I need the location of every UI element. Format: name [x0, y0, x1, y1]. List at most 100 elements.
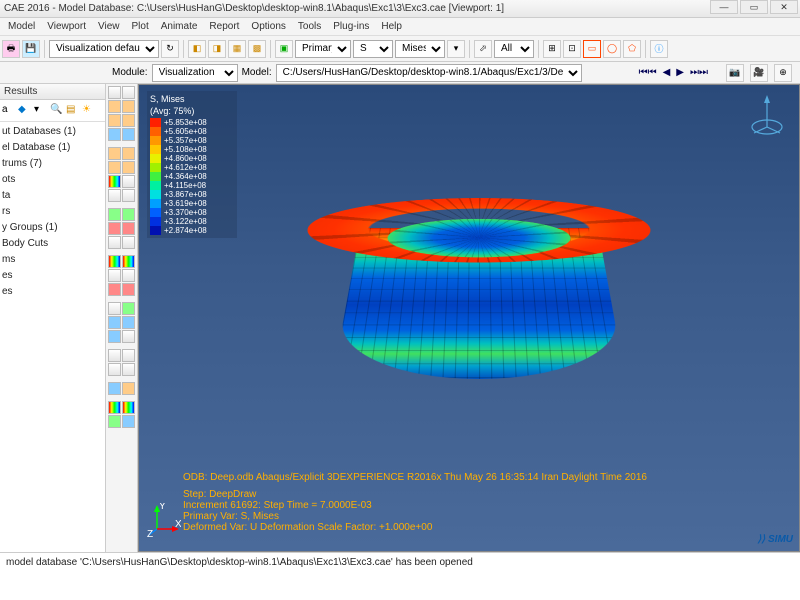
tool-icon[interactable] — [108, 363, 121, 376]
tool-icon[interactable] — [122, 114, 135, 127]
tool-icon[interactable] — [108, 283, 121, 296]
tool-icon[interactable] — [108, 269, 121, 282]
tool-icon[interactable] — [122, 86, 135, 99]
next-frame-icon[interactable]: ▶ — [676, 67, 684, 78]
display-icon[interactable]: ☀ — [82, 104, 96, 118]
filter-icon[interactable]: a — [2, 104, 16, 118]
tree-item[interactable]: Body Cuts — [2, 236, 103, 252]
tool-icon[interactable] — [108, 302, 121, 315]
tool-icon[interactable] — [108, 236, 121, 249]
tool-icon[interactable] — [108, 86, 121, 99]
tree-item[interactable]: ots — [2, 172, 103, 188]
tool-icon[interactable] — [108, 349, 121, 362]
last-frame-icon[interactable]: ⏭⏭ — [690, 67, 708, 78]
menu-plugins[interactable]: Plug-ins — [327, 21, 375, 32]
tool-icon[interactable] — [122, 382, 135, 395]
tree-item[interactable]: rs — [2, 204, 103, 220]
tool-icon[interactable] — [122, 147, 135, 160]
tool-icon[interactable] — [122, 363, 135, 376]
view1-icon[interactable]: ◧ — [188, 40, 206, 58]
tool-icon[interactable] — [122, 100, 135, 113]
info-icon[interactable]: ⓘ — [650, 40, 668, 58]
query-icon[interactable]: 🔍 — [50, 104, 64, 118]
tool-icon[interactable] — [108, 401, 121, 414]
tool-icon[interactable] — [108, 330, 121, 343]
tool-icon[interactable] — [122, 255, 135, 268]
menu-options[interactable]: Options — [245, 21, 291, 32]
tree-item[interactable]: ta — [2, 188, 103, 204]
tree-item[interactable]: trums (7) — [2, 156, 103, 172]
refresh-icon[interactable]: ↻ — [161, 40, 179, 58]
view2-icon[interactable]: ◨ — [208, 40, 226, 58]
menu-model[interactable]: Model — [2, 21, 41, 32]
primary-select[interactable]: Primary — [295, 40, 351, 58]
view3-icon[interactable]: ▦ — [228, 40, 246, 58]
box-icon[interactable]: ▭ — [583, 40, 601, 58]
tool-icon[interactable] — [122, 302, 135, 315]
cam2-icon[interactable]: 🎥 — [750, 64, 768, 82]
tool-icon[interactable] — [122, 189, 135, 202]
tool-icon[interactable] — [108, 147, 121, 160]
tool-icon[interactable] — [108, 175, 121, 188]
tool-icon[interactable] — [122, 222, 135, 235]
render-icon[interactable]: ▣ — [275, 40, 293, 58]
cam1-icon[interactable]: 📷 — [726, 64, 744, 82]
tree-item[interactable]: es — [2, 284, 103, 300]
tool-icon[interactable] — [108, 128, 121, 141]
sel2-icon[interactable]: ⊡ — [563, 40, 581, 58]
model-select[interactable]: C:/Users/HusHanG/Desktop/desktop-win8.1/… — [276, 64, 582, 82]
sel1-icon[interactable]: ⊞ — [543, 40, 561, 58]
tool-icon[interactable] — [108, 114, 121, 127]
tree-item[interactable]: el Database (1) — [2, 140, 103, 156]
viewport[interactable]: S, Mises (Avg: 75%) +5.853e+08+5.605e+08… — [138, 84, 800, 552]
view-compass-icon[interactable] — [749, 95, 785, 137]
menu-report[interactable]: Report — [203, 21, 245, 32]
tool-icon[interactable] — [122, 415, 135, 428]
menu-help[interactable]: Help — [375, 21, 408, 32]
minimize-button[interactable]: — — [710, 0, 738, 14]
tool-icon[interactable] — [108, 415, 121, 428]
tool-icon[interactable] — [122, 128, 135, 141]
tool-icon[interactable] — [108, 382, 121, 395]
poly-icon[interactable]: ⬠ — [623, 40, 641, 58]
menu-viewport[interactable]: Viewport — [41, 21, 92, 32]
group-icon[interactable]: ▤ — [66, 104, 80, 118]
model-tree[interactable]: ut Databases (1) el Database (1) trums (… — [0, 122, 105, 302]
tool-icon[interactable] — [108, 208, 121, 221]
tree-item[interactable]: y Groups (1) — [2, 220, 103, 236]
tool-icon[interactable] — [122, 208, 135, 221]
tree-item[interactable]: ut Databases (1) — [2, 124, 103, 140]
tool-icon[interactable] — [122, 330, 135, 343]
menu-tools[interactable]: Tools — [292, 21, 327, 32]
menu-animate[interactable]: Animate — [155, 21, 204, 32]
tool-icon[interactable] — [108, 255, 121, 268]
tool-icon[interactable] — [122, 401, 135, 414]
comp-select[interactable]: Mises — [395, 40, 445, 58]
tool-icon[interactable] — [108, 222, 121, 235]
tool-icon[interactable] — [122, 283, 135, 296]
tool-icon[interactable] — [122, 161, 135, 174]
tool-icon[interactable] — [122, 269, 135, 282]
save-icon[interactable]: 💾 — [22, 40, 40, 58]
tool-icon[interactable] — [122, 236, 135, 249]
module-select[interactable]: Visualization — [152, 64, 238, 82]
cam3-icon[interactable]: ⊕ — [774, 64, 792, 82]
tool-icon[interactable] — [108, 161, 121, 174]
tool-icon[interactable] — [122, 316, 135, 329]
arrow-icon[interactable]: ⬀ — [474, 40, 492, 58]
tool-icon[interactable] — [122, 175, 135, 188]
vis-defaults-select[interactable]: Visualization defaults — [49, 40, 159, 58]
collapse-icon[interactable]: ▾ — [34, 104, 48, 118]
prev-frame-icon[interactable]: ◀ — [663, 67, 671, 78]
tool-icon[interactable] — [108, 189, 121, 202]
expand-icon[interactable]: ◆ — [18, 104, 32, 118]
first-frame-icon[interactable]: ⏮⏮ — [639, 67, 657, 78]
all-select[interactable]: All — [494, 40, 534, 58]
tool-icon[interactable] — [108, 316, 121, 329]
menu-plot[interactable]: Plot — [125, 21, 154, 32]
view4-icon[interactable]: ▩ — [248, 40, 266, 58]
circle-icon[interactable]: ◯ — [603, 40, 621, 58]
tool-icon[interactable] — [122, 349, 135, 362]
print-icon[interactable]: 🖶 — [2, 40, 20, 58]
results-tab[interactable]: Results — [0, 84, 105, 100]
